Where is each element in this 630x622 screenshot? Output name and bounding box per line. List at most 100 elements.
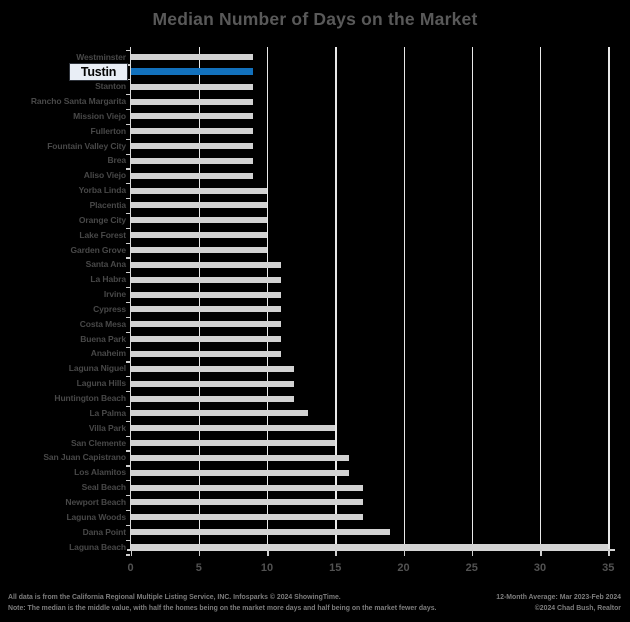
category-label: Laguna Woods [66, 511, 126, 522]
y-axis-tick [126, 64, 130, 66]
y-axis-tick [126, 346, 130, 348]
x-axis-tick [608, 549, 610, 556]
y-axis-tick [126, 450, 130, 452]
y-axis-tick [126, 539, 130, 541]
bar [130, 484, 363, 491]
bar [130, 128, 254, 135]
y-axis-tick [126, 153, 130, 155]
bar [130, 276, 281, 283]
y-axis-tick [126, 183, 130, 185]
category-label: Anaheim [90, 348, 126, 359]
category-label: Rancho Santa Margarita [30, 96, 126, 107]
y-axis-tick [126, 94, 130, 96]
category-label: Santa Ana [85, 259, 126, 270]
y-axis-tick [126, 79, 130, 81]
y-axis-tick [126, 138, 130, 140]
y-axis-tick [126, 331, 130, 333]
y-axis-tick [126, 108, 130, 111]
y-axis-tick [126, 168, 130, 170]
y-axis-tick [126, 227, 130, 229]
x-axis-tick [130, 549, 132, 556]
y-axis-tick [126, 495, 130, 497]
x-axis-tick [540, 549, 542, 556]
bar [130, 514, 363, 521]
footnote-note: Note: The median is the middle value, wi… [8, 604, 437, 612]
y-axis-tick [126, 524, 130, 526]
category-label: Seal Beach [81, 482, 126, 493]
x-axis-line [127, 549, 615, 551]
bar [130, 380, 295, 387]
bar [130, 98, 254, 105]
bar-highlighted [130, 68, 254, 76]
bar [130, 306, 281, 313]
bar [130, 365, 295, 372]
footnote-copyright: ©2024 Chad Bush, Realtor [534, 604, 621, 612]
bar [130, 187, 267, 194]
y-axis-tick [126, 391, 130, 393]
category-label: San Clemente [70, 437, 126, 448]
x-axis-tick-label: 25 [465, 562, 478, 574]
bar [130, 440, 336, 447]
footnote-right: 12-Month Average: Mar 2023-Feb 2024 ©202… [496, 593, 621, 614]
x-axis-tick [335, 549, 337, 556]
footnote-source: All data is from the California Regional… [8, 594, 341, 601]
gridline-x-30 [540, 47, 542, 550]
category-label: Placentia [89, 199, 127, 210]
x-axis-tick [471, 549, 474, 556]
category-label: La Palma [89, 407, 126, 418]
x-axis-tick-label: 20 [397, 562, 410, 574]
category-label: Stanton [95, 81, 126, 92]
x-axis-tick-label: 5 [195, 562, 202, 574]
category-label: Fountain Valley City [47, 140, 126, 151]
category-label: Los Alamitos [74, 467, 126, 478]
bar [130, 232, 267, 239]
x-axis-tick [267, 549, 269, 556]
category-label: Laguna Beach [69, 541, 126, 552]
category-label: Brea [107, 155, 126, 166]
bar [130, 113, 254, 120]
category-label: Dana Point [82, 526, 127, 537]
y-axis-tick [126, 554, 130, 556]
gridline-x-20 [403, 47, 405, 550]
bar [130, 261, 281, 268]
y-axis-tick [126, 405, 130, 408]
chart-title: Median Number of Days on the Market [152, 9, 478, 29]
category-label: La Habra [90, 274, 126, 285]
bar [130, 83, 254, 90]
bar [130, 336, 281, 343]
y-axis-tick [126, 123, 130, 125]
category-label: Cypress [93, 303, 126, 314]
y-axis-tick [126, 465, 130, 467]
x-axis-tick-label: 0 [127, 562, 134, 574]
category-label: Aliso Viejo [83, 170, 126, 181]
gridline-x-15 [335, 47, 337, 550]
x-axis-tick-label: 35 [602, 562, 615, 574]
bar [130, 247, 267, 254]
gridline-x-35 [608, 47, 610, 550]
category-label-highlighted: Tustin [69, 62, 128, 81]
x-axis-tick-label: 10 [260, 562, 274, 574]
bar [130, 529, 390, 536]
y-axis-tick [126, 49, 130, 51]
y-axis-tick [126, 212, 130, 215]
y-axis-tick [126, 257, 130, 259]
bar [130, 469, 349, 476]
y-axis-line [129, 47, 131, 549]
bar [130, 291, 281, 298]
category-label: Garden Grove [70, 244, 127, 255]
bar [130, 321, 281, 328]
category-label: Yorba Linda [78, 185, 126, 196]
bar [130, 172, 254, 179]
y-axis-tick [126, 376, 130, 378]
category-label: San Juan Capistrano [43, 452, 126, 463]
x-axis-tick-label: 30 [533, 562, 547, 574]
y-axis-tick [126, 361, 130, 363]
bar [130, 410, 308, 417]
bar [130, 499, 363, 506]
bar [130, 395, 295, 402]
category-label: Mission Viejo [73, 110, 126, 121]
category-label: Lake Forest [79, 229, 126, 240]
bar [130, 202, 267, 209]
